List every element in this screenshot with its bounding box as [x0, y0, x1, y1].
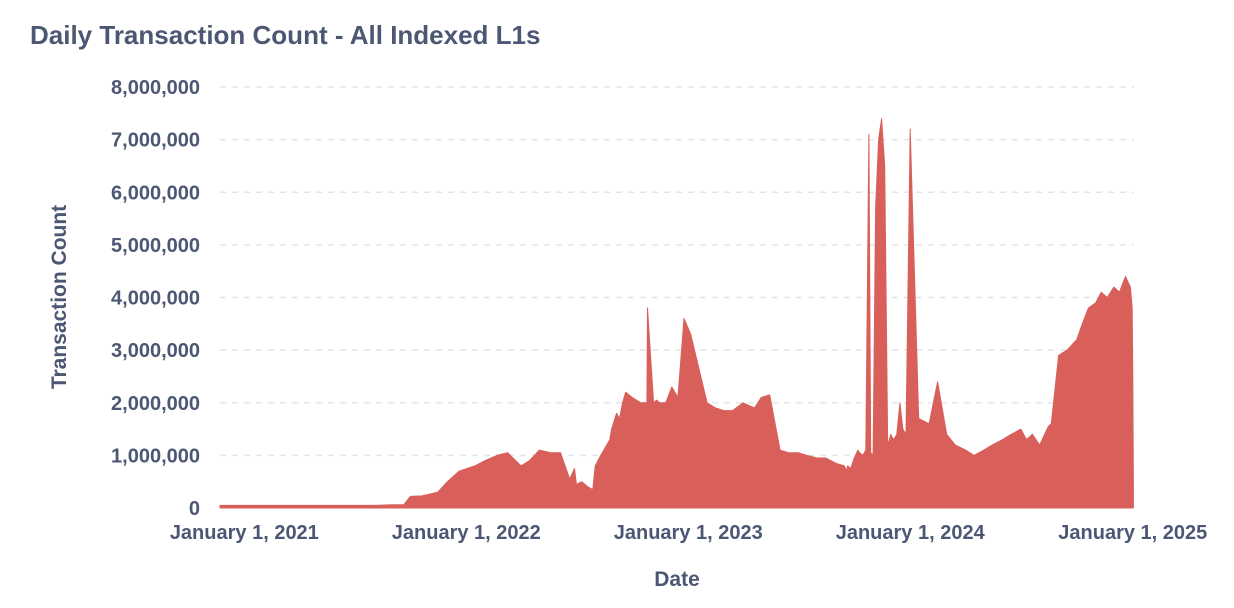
x-axis-label: Date: [654, 568, 700, 591]
y-tick-labels: 0 1,000,000 2,000,000 3,000,000 4,000,000 5,0…: [111, 77, 200, 520]
x-tick-label: January 1, 2024: [836, 522, 986, 544]
transaction-count-area: [219, 118, 1134, 509]
y-tick-label: 8,000,000: [111, 77, 200, 99]
y-tick-label: 5,000,000: [111, 235, 200, 257]
y-tick-label: 0: [189, 498, 200, 520]
chart-title: Daily Transaction Count - All Indexed L1…: [30, 20, 541, 50]
y-tick-label: 4,000,000: [111, 288, 200, 310]
x-tick-labels: January 1, 2021 January 1, 2022 January 1,…: [170, 522, 1207, 544]
y-tick-label: 6,000,000: [111, 182, 200, 204]
x-tick-label: January 1, 2022: [392, 522, 541, 544]
y-tick-label: 1,000,000: [111, 445, 200, 467]
y-tick-label: 7,000,000: [111, 130, 200, 152]
x-tick-label: January 1, 2021: [170, 522, 319, 544]
y-tick-label: 2,000,000: [111, 393, 200, 415]
x-tick-label: January 1, 2025: [1058, 522, 1207, 544]
y-tick-label: 3,000,000: [111, 340, 200, 362]
y-axis-label: Transaction Count: [48, 205, 71, 389]
x-tick-label: January 1, 2023: [614, 522, 763, 544]
